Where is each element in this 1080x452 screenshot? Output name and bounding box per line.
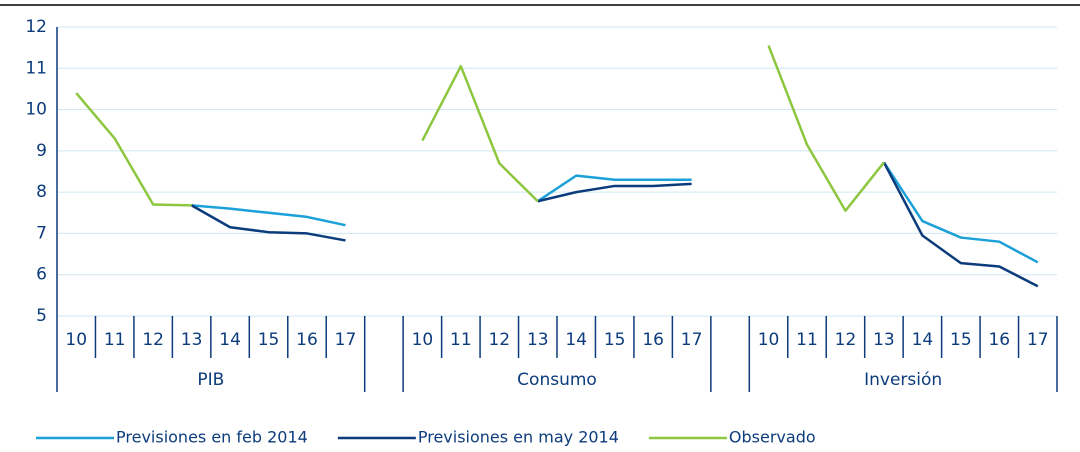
x-tick-label: 15 [604, 330, 626, 350]
x-tick-label: 11 [796, 330, 818, 350]
y-tick-label: 6 [36, 265, 47, 285]
x-tick-label: 12 [488, 330, 510, 350]
group-label: Inversión [864, 370, 942, 390]
x-tick-label: 16 [988, 330, 1010, 350]
x-tick-label: 16 [642, 330, 664, 350]
x-tick-label: 13 [873, 330, 895, 350]
x-tick-label: 11 [450, 330, 472, 350]
legend-label: Previsiones en feb 2014 [116, 428, 308, 447]
series-line [190, 161, 1039, 288]
x-tick-label: 13 [527, 330, 549, 350]
y-tick-label: 12 [25, 17, 47, 37]
series-line [191, 161, 1039, 264]
x-tick-label: 14 [219, 330, 241, 350]
x-tick-label: 15 [950, 330, 972, 350]
x-tick-label: 12 [142, 330, 164, 350]
y-tick-label: 7 [36, 223, 47, 243]
x-tick-label: 15 [258, 330, 280, 350]
group-label: Consumo [517, 370, 597, 390]
x-tick-label: 17 [1027, 330, 1049, 350]
x-tick-label: 10 [758, 330, 780, 350]
y-tick-label: 5 [36, 306, 47, 326]
x-tick-label: 17 [681, 330, 703, 350]
x-tick-label: 13 [181, 330, 203, 350]
legend-label: Previsiones en may 2014 [418, 428, 619, 447]
x-tick-label: 10 [412, 330, 434, 350]
legend-label: Observado [729, 428, 816, 447]
x-tick-label: 16 [296, 330, 318, 350]
group-label: PIB [197, 370, 224, 390]
x-tick-label: 14 [912, 330, 934, 350]
x-tick-label: 12 [835, 330, 857, 350]
x-tick-label: 10 [65, 330, 87, 350]
y-tick-label: 10 [25, 100, 47, 120]
x-tick-label: 17 [335, 330, 357, 350]
x-tick-label: 11 [104, 330, 126, 350]
x-tick-label: 14 [565, 330, 587, 350]
series-line [75, 45, 885, 212]
y-tick-label: 9 [36, 141, 47, 161]
y-tick-label: 8 [36, 182, 47, 202]
y-tick-label: 11 [25, 58, 47, 78]
